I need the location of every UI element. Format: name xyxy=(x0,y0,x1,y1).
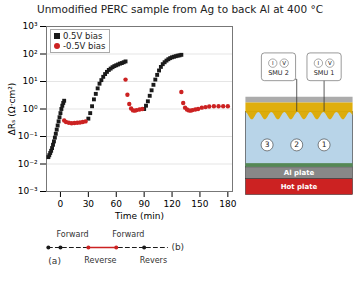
svg-text:V: V xyxy=(328,60,332,66)
svg-text:1: 1 xyxy=(322,140,327,149)
svg-text:120: 120 xyxy=(163,199,180,209)
svg-text:Al plate: Al plate xyxy=(284,169,315,177)
svg-text:V: V xyxy=(282,60,286,66)
svg-text:150: 150 xyxy=(191,199,208,209)
svg-text:Reverse: Reverse xyxy=(84,256,116,265)
svg-text:10³: 10³ xyxy=(22,21,37,31)
svg-text:10⁻³: 10⁻³ xyxy=(18,186,38,196)
svg-text:0: 0 xyxy=(58,199,64,209)
html-text:Unmodified PERC sample from Ag: Unmodified PERC sample from Ag to back A… xyxy=(37,3,323,15)
html-text:-0.5V bias: -0.5V bias xyxy=(63,41,106,51)
svg-text:Hot plate: Hot plate xyxy=(281,183,318,191)
svg-text:10²: 10² xyxy=(22,49,37,59)
svg-text:Revers: Revers xyxy=(140,256,167,265)
svg-text:60: 60 xyxy=(111,199,123,209)
svg-text:10⁻²: 10⁻² xyxy=(18,159,38,169)
svg-text:SMU 1: SMU 1 xyxy=(314,69,335,77)
svg-text:ΔRₛ (Ω·cm²): ΔRₛ (Ω·cm²) xyxy=(7,83,17,136)
svg-text:I: I xyxy=(272,60,274,66)
svg-text:SMU 2: SMU 2 xyxy=(268,69,289,77)
svg-text:I: I xyxy=(318,60,320,66)
svg-text:2: 2 xyxy=(294,140,299,149)
svg-text:Forward: Forward xyxy=(112,230,144,239)
svg-text:3: 3 xyxy=(265,140,270,149)
svg-text:90: 90 xyxy=(138,199,150,209)
svg-text:(a): (a) xyxy=(48,256,61,266)
svg-text:Time (min): Time (min) xyxy=(114,211,164,221)
svg-text:10⁻¹: 10⁻¹ xyxy=(18,131,38,141)
html-text:0.5V bias: 0.5V bias xyxy=(63,31,103,41)
svg-text:30: 30 xyxy=(83,199,95,209)
svg-text:180: 180 xyxy=(219,199,236,209)
svg-text:Forward: Forward xyxy=(56,230,88,239)
svg-text:10¹: 10¹ xyxy=(22,76,37,86)
svg-text:10⁰: 10⁰ xyxy=(22,104,37,114)
svg-text:(b): (b) xyxy=(171,242,184,252)
